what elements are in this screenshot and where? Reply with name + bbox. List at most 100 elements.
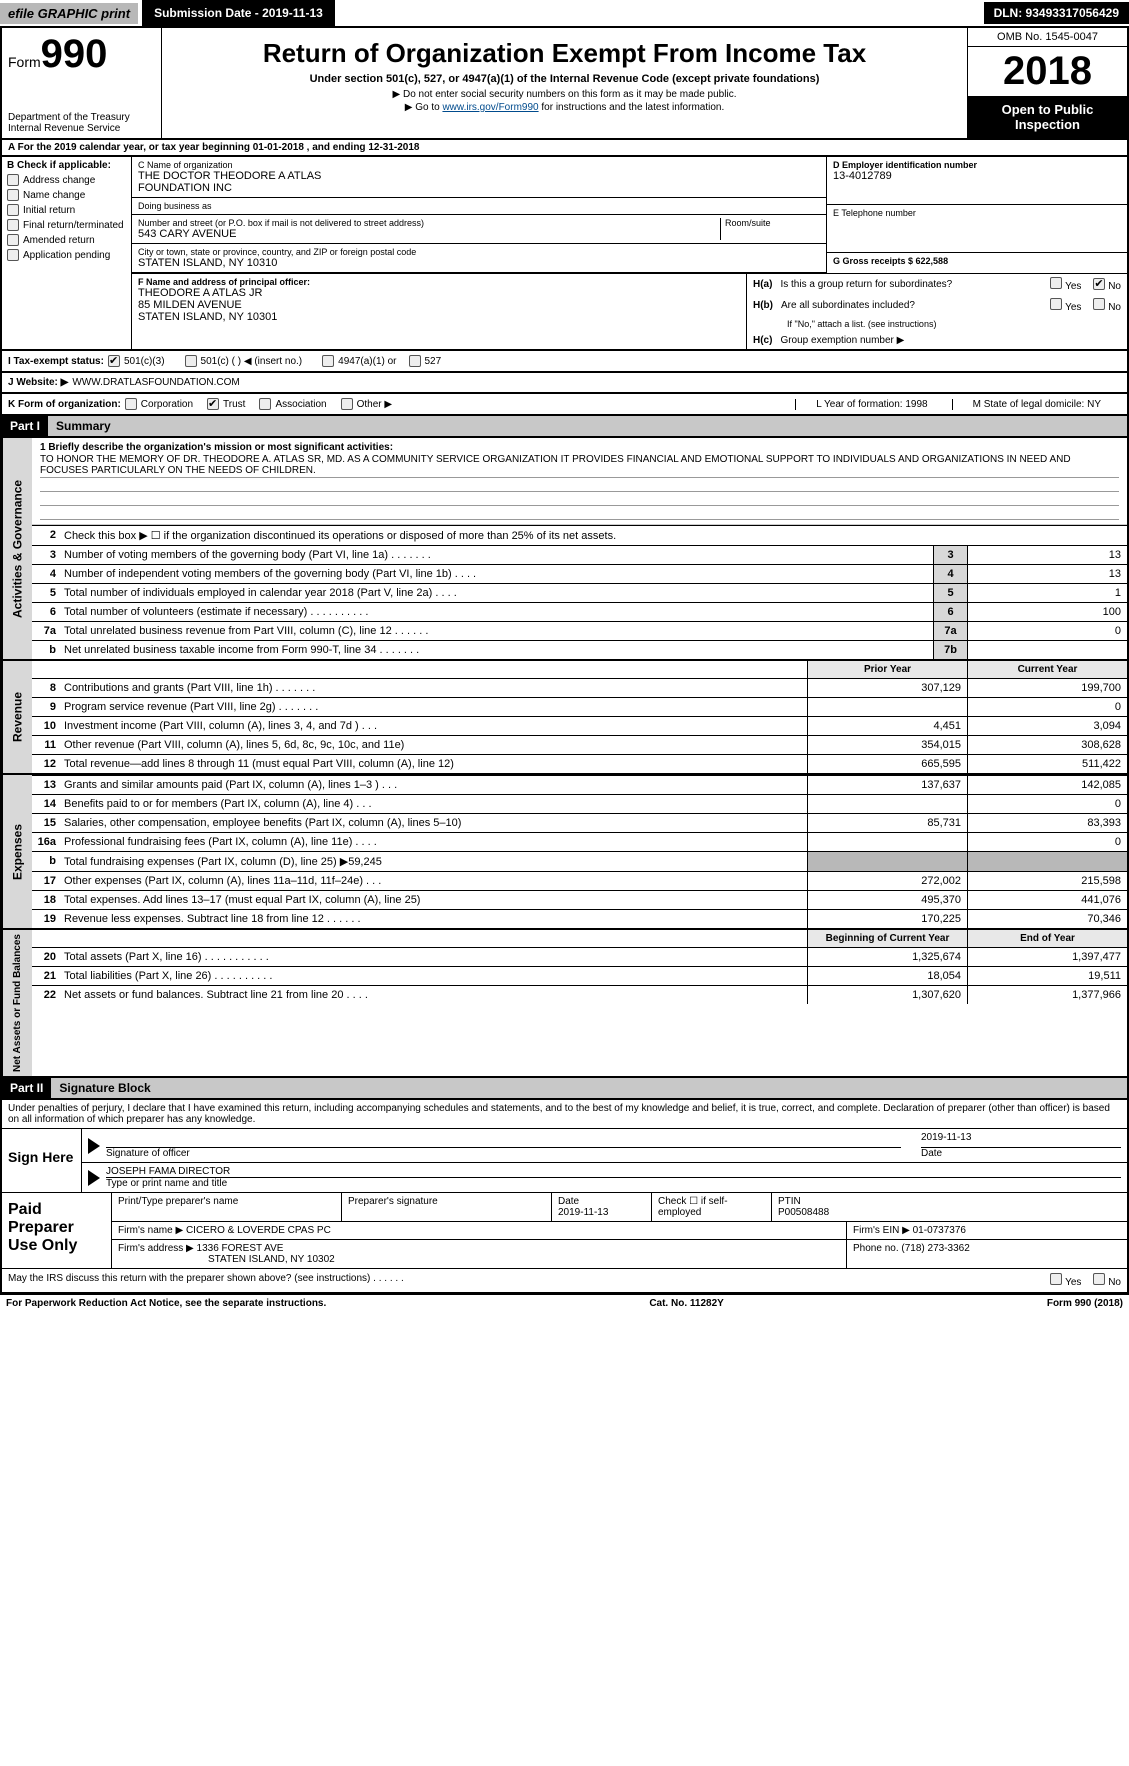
opt-assoc: Association bbox=[275, 399, 326, 410]
ha-no-checkbox[interactable] bbox=[1093, 278, 1105, 290]
data-row: 22Net assets or fund balances. Subtract … bbox=[32, 985, 1127, 1004]
mission-blank-1 bbox=[40, 478, 1119, 492]
firm-phone-label: Phone no. bbox=[853, 1243, 899, 1254]
part-i-title: Summary bbox=[48, 416, 1127, 436]
data-row: 18Total expenses. Add lines 13–17 (must … bbox=[32, 890, 1127, 909]
vert-revenue: Revenue bbox=[2, 661, 32, 773]
row-desc: Number of voting members of the governin… bbox=[60, 546, 933, 564]
open-to-public: Open to Public Inspection bbox=[968, 96, 1127, 138]
row-desc: Total assets (Part X, line 16) . . . . .… bbox=[60, 948, 807, 966]
omb-number: OMB No. 1545-0047 bbox=[968, 28, 1127, 47]
data-row: 15Salaries, other compensation, employee… bbox=[32, 813, 1127, 832]
data-row: 21Total liabilities (Part X, line 26) . … bbox=[32, 966, 1127, 985]
501c3-checkbox[interactable] bbox=[108, 355, 120, 367]
row-num: 22 bbox=[32, 986, 60, 1004]
dept-line1: Department of the Treasury bbox=[8, 112, 155, 123]
form-subtitle: Under section 501(c), 527, or 4947(a)(1)… bbox=[172, 73, 957, 85]
row-desc: Total number of individuals employed in … bbox=[60, 584, 933, 602]
row-num: 13 bbox=[32, 776, 60, 794]
activities-block: Activities & Governance 1 Briefly descri… bbox=[0, 438, 1129, 661]
row-desc: Investment income (Part VIII, column (A)… bbox=[60, 717, 807, 735]
activity-row: bNet unrelated business taxable income f… bbox=[32, 640, 1127, 659]
j-label: J Website: ▶ bbox=[8, 377, 68, 388]
data-row: 11Other revenue (Part VIII, column (A), … bbox=[32, 735, 1127, 754]
address-cell: Number and street (or P.O. box if mail i… bbox=[132, 215, 826, 244]
hb-no-checkbox[interactable] bbox=[1093, 298, 1105, 310]
ptin-value: P00508488 bbox=[778, 1207, 1121, 1218]
prior-val: 665,595 bbox=[807, 755, 967, 773]
row-num: 20 bbox=[32, 948, 60, 966]
trust-checkbox[interactable] bbox=[207, 398, 219, 410]
irs-link[interactable]: www.irs.gov/Form990 bbox=[442, 102, 538, 113]
colb-checkbox-3[interactable] bbox=[7, 219, 19, 231]
hb-note: If "No," attach a list. (see instruction… bbox=[747, 316, 1127, 332]
g-label: G Gross receipts $ 622,588 bbox=[833, 256, 1121, 266]
officer-city: STATEN ISLAND, NY 10301 bbox=[138, 311, 740, 323]
mission-text: TO HONOR THE MEMORY OF DR. THEODORE A. A… bbox=[40, 453, 1119, 478]
curr-val: 0 bbox=[967, 795, 1127, 813]
officer-name: THEODORE A ATLAS JR bbox=[138, 287, 740, 299]
4947-checkbox[interactable] bbox=[322, 355, 334, 367]
prior-val: 137,637 bbox=[807, 776, 967, 794]
room-label: Room/suite bbox=[725, 218, 820, 228]
colb-checkbox-0[interactable] bbox=[7, 174, 19, 186]
part-ii-bar: Part II Signature Block bbox=[0, 1078, 1129, 1100]
row-val: 0 bbox=[967, 622, 1127, 640]
firm-addr2: STATEN ISLAND, NY 10302 bbox=[118, 1254, 840, 1265]
m-state: M State of legal domicile: NY bbox=[952, 399, 1121, 410]
hb-yes-checkbox[interactable] bbox=[1050, 298, 1062, 310]
opt-corp: Corporation bbox=[141, 399, 193, 410]
discuss-yes-checkbox[interactable] bbox=[1050, 1273, 1062, 1285]
row-num: 16a bbox=[32, 833, 60, 851]
corp-checkbox[interactable] bbox=[125, 398, 137, 410]
dept-line2: Internal Revenue Service bbox=[8, 123, 155, 134]
d-label: D Employer identification number bbox=[833, 160, 1121, 170]
l-year: L Year of formation: 1998 bbox=[795, 399, 947, 410]
firm-name: CICERO & LOVERDE CPAS PC bbox=[186, 1225, 331, 1236]
discuss-no-label: No bbox=[1108, 1277, 1121, 1288]
row-val: 13 bbox=[967, 546, 1127, 564]
i-label: I Tax-exempt status: bbox=[8, 356, 104, 367]
form-prefix: Form bbox=[8, 54, 41, 70]
part-i-header: Part I bbox=[2, 416, 48, 436]
top-bar: efile GRAPHIC print Submission Date - 20… bbox=[0, 0, 1129, 26]
501c-checkbox[interactable] bbox=[185, 355, 197, 367]
527-checkbox[interactable] bbox=[409, 355, 421, 367]
row-num: b bbox=[32, 852, 60, 871]
firm-ein-label: Firm's EIN ▶ bbox=[853, 1225, 910, 1236]
row-box: 4 bbox=[933, 565, 967, 583]
net-col-headers: Beginning of Current Year End of Year bbox=[32, 930, 1127, 947]
footer: For Paperwork Reduction Act Notice, see … bbox=[0, 1294, 1129, 1312]
footer-left: For Paperwork Reduction Act Notice, see … bbox=[6, 1298, 326, 1309]
form-title: Return of Organization Exempt From Incom… bbox=[172, 38, 957, 69]
row-num: 6 bbox=[32, 603, 60, 621]
data-row: 9Program service revenue (Part VIII, lin… bbox=[32, 697, 1127, 716]
row-desc: Number of independent voting members of … bbox=[60, 565, 933, 583]
addr-label: Number and street (or P.O. box if mail i… bbox=[138, 218, 720, 228]
row-desc: Revenue less expenses. Subtract line 18 … bbox=[60, 910, 807, 928]
netassets-block: Net Assets or Fund Balances Beginning of… bbox=[0, 930, 1129, 1078]
efile-label: efile GRAPHIC print bbox=[0, 3, 138, 24]
sig-name-row: JOSEPH FAMA DIRECTOR Type or print name … bbox=[82, 1163, 1127, 1192]
ha-yes-checkbox[interactable] bbox=[1050, 277, 1062, 289]
prep-date-header: Date bbox=[558, 1196, 645, 1207]
vert-expenses: Expenses bbox=[2, 775, 32, 928]
discuss-no-checkbox[interactable] bbox=[1093, 1273, 1105, 1285]
calendar-year-row: A For the 2019 calendar year, or tax yea… bbox=[0, 140, 1129, 157]
colb-checkbox-4[interactable] bbox=[7, 234, 19, 246]
data-row: 19Revenue less expenses. Subtract line 1… bbox=[32, 909, 1127, 928]
colb-checkbox-2[interactable] bbox=[7, 204, 19, 216]
curr-val: 1,397,477 bbox=[967, 948, 1127, 966]
revenue-block: Revenue Prior Year Current Year 8Contrib… bbox=[0, 661, 1129, 775]
section-c-to-h: C Name of organization THE DOCTOR THEODO… bbox=[132, 157, 1127, 349]
colb-checkbox-1[interactable] bbox=[7, 189, 19, 201]
c-label: C Name of organization bbox=[138, 160, 820, 170]
dba-label: Doing business as bbox=[138, 201, 820, 211]
row-val: 1 bbox=[967, 584, 1127, 602]
hc-text: Group exemption number ▶ bbox=[780, 335, 904, 346]
assoc-checkbox[interactable] bbox=[259, 398, 271, 410]
row-desc: Net unrelated business taxable income fr… bbox=[60, 641, 933, 659]
colb-checkbox-5[interactable] bbox=[7, 249, 19, 261]
f-label: F Name and address of principal officer: bbox=[138, 277, 740, 287]
other-checkbox[interactable] bbox=[341, 398, 353, 410]
